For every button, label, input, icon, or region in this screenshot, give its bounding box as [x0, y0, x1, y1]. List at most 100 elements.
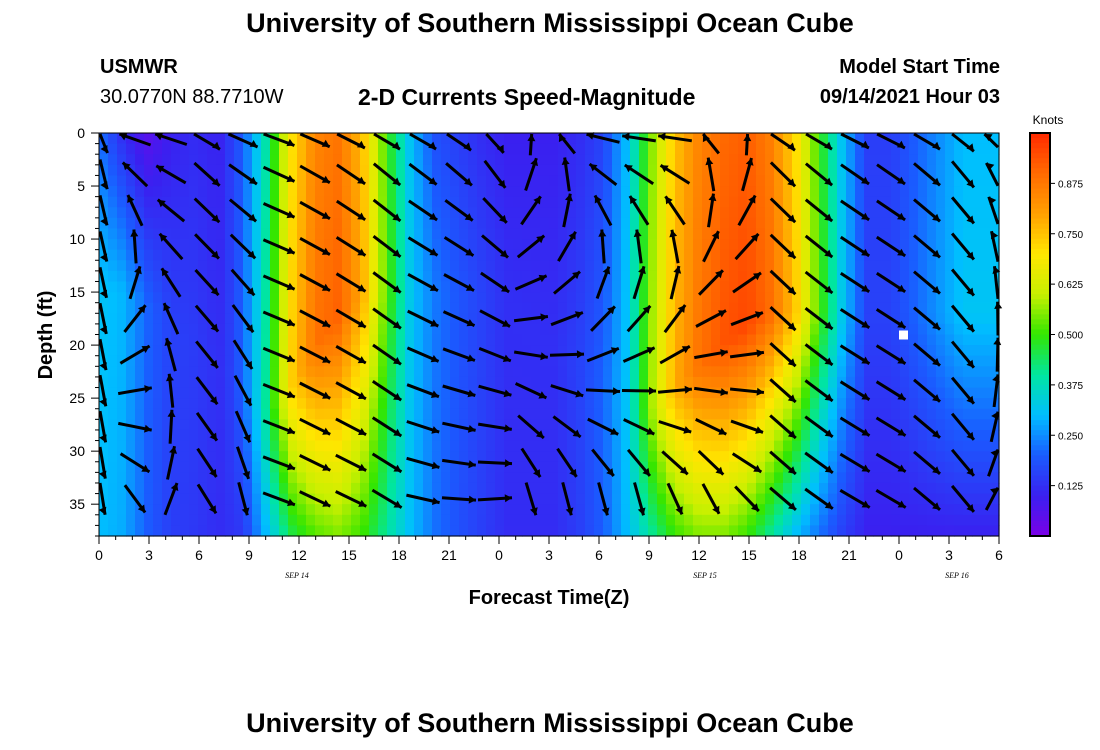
heatmap-cell: [531, 260, 541, 272]
heatmap-cell: [738, 207, 748, 219]
heatmap-cell: [963, 313, 973, 325]
heatmap-cell: [306, 260, 316, 272]
heatmap-cell: [702, 493, 712, 505]
heatmap-cell: [207, 164, 217, 177]
heatmap-cell: [144, 323, 154, 336]
heatmap-cell: [567, 186, 577, 198]
current-arrow: [913, 270, 941, 295]
heatmap-cell: [243, 493, 253, 505]
heatmap-cell: [450, 143, 460, 155]
heatmap-cell: [360, 196, 370, 208]
heatmap-cell: [378, 451, 388, 463]
heatmap-cell: [315, 292, 325, 304]
arrow-head: [824, 177, 833, 186]
heatmap-cell: [189, 408, 199, 420]
heatmap-cell: [855, 313, 865, 325]
heatmap-cell: [297, 239, 307, 251]
heatmap-cell: [711, 292, 721, 304]
current-arrow: [950, 340, 976, 369]
heatmap-cell: [234, 461, 244, 473]
current-arrow: [950, 196, 976, 225]
heatmap-cell: [567, 323, 577, 336]
heatmap-cell: [153, 408, 163, 420]
current-arrow: [659, 344, 691, 365]
heatmap-cell: [792, 228, 802, 240]
heatmap-cell: [468, 461, 478, 473]
heatmap-cell: [522, 207, 532, 219]
heatmap-cell: [963, 525, 973, 537]
heatmap-cell: [594, 281, 604, 293]
heatmap-cell: [612, 419, 622, 431]
colorbar-cell: [1030, 480, 1050, 487]
colorbar-cell: [1030, 394, 1050, 401]
heatmap-cell: [342, 302, 352, 314]
heatmap-cell: [387, 164, 397, 177]
heatmap-cell: [153, 302, 163, 314]
heatmap-cell: [963, 228, 973, 240]
heatmap-cell: [423, 429, 433, 442]
heatmap-cell: [639, 482, 649, 495]
arrow-head: [100, 253, 108, 262]
heatmap-cell: [855, 355, 865, 367]
heatmap-cell: [216, 270, 226, 283]
current-arrow: [804, 270, 834, 295]
arrow-head: [861, 212, 870, 220]
heatmap-cell: [225, 355, 235, 367]
heatmap-cell: [828, 143, 838, 155]
heatmap-cell: [450, 154, 460, 166]
heatmap-cell: [747, 281, 757, 293]
arrow-head: [431, 461, 440, 470]
heatmap-cell: [711, 313, 721, 325]
heatmap-cell: [369, 239, 379, 251]
heatmap-cell: [126, 313, 136, 325]
heatmap-cell: [846, 217, 856, 230]
heatmap-cell: [468, 429, 478, 442]
heatmap-cell: [648, 514, 658, 526]
heatmap-cell: [927, 514, 937, 526]
heatmap-cell: [729, 175, 739, 187]
heatmap-cell: [540, 345, 550, 357]
heatmap-cell: [738, 228, 748, 240]
heatmap-cell: [450, 461, 460, 473]
arrow-head: [718, 427, 727, 435]
heatmap-cell: [657, 302, 667, 314]
heatmap-cell: [621, 493, 631, 505]
heatmap-cell: [702, 525, 712, 537]
heatmap-cell: [711, 164, 721, 177]
heatmap-cell: [774, 482, 784, 495]
arrow-head: [322, 499, 331, 507]
heatmap-cell: [351, 366, 361, 378]
heatmap-cell: [270, 482, 280, 495]
heatmap-cell: [153, 313, 163, 325]
heatmap-cell: [648, 302, 658, 314]
heatmap-cell: [855, 270, 865, 283]
arrow-head: [430, 390, 439, 398]
heatmap-cell: [891, 292, 901, 304]
heatmap-cell: [522, 270, 532, 283]
heatmap-cell: [720, 281, 730, 293]
heatmap-cell: [621, 186, 631, 198]
heatmap-cell: [459, 217, 469, 230]
heatmap-cell: [720, 270, 730, 283]
heatmap-cell: [252, 196, 262, 208]
heatmap-cell: [909, 281, 919, 293]
heatmap-cell: [513, 196, 523, 208]
heatmap-cell: [585, 207, 595, 219]
heatmap-cell: [585, 514, 595, 526]
heatmap-cell: [117, 461, 127, 473]
heatmap-cell: [801, 292, 811, 304]
heatmap-cell: [135, 281, 145, 293]
current-arrow: [633, 482, 646, 516]
heatmap-cell: [99, 482, 109, 495]
heatmap-cell: [108, 239, 118, 251]
heatmap-cell: [630, 408, 640, 420]
heatmap-cell: [279, 525, 289, 537]
heatmap-cell: [819, 164, 829, 177]
heatmap-cell: [432, 260, 442, 272]
heatmap-cell: [567, 451, 577, 463]
arrow-head: [99, 470, 107, 479]
heatmap-cell: [288, 376, 298, 389]
current-arrow: [117, 385, 153, 396]
heatmap-cell: [252, 217, 262, 230]
heatmap-cell: [900, 493, 910, 505]
